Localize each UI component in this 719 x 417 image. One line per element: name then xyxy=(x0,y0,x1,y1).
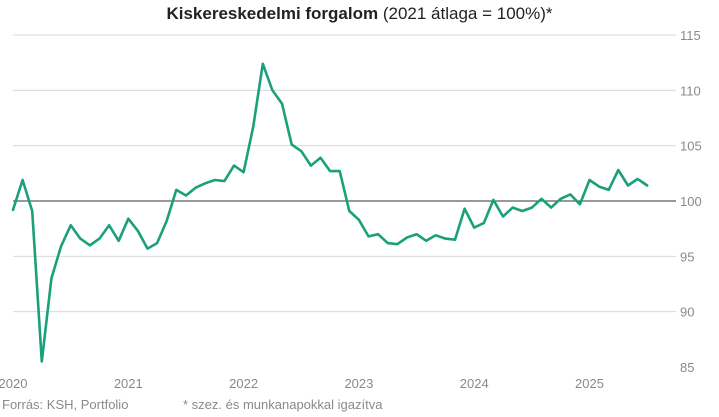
y-axis-ticks: 85 90 95 100 105 110 115 xyxy=(680,28,702,375)
y-tick-label-110: 110 xyxy=(680,83,701,98)
source-note: Forrás: KSH, Portfolio xyxy=(2,397,129,412)
gridlines xyxy=(13,34,676,313)
chart-title-subtitle: (2021 átlaga = 100%)* xyxy=(382,4,553,23)
y-tick-label-115: 115 xyxy=(680,28,701,43)
series-group xyxy=(11,62,649,363)
y-tick-label-90: 90 xyxy=(680,305,694,320)
x-axis-ticks: 2020 2021 2022 2023 2024 2025 xyxy=(0,376,604,391)
y-tick-label-105: 105 xyxy=(680,139,702,154)
x-tick-label-2025: 2025 xyxy=(575,376,604,391)
x-tick-label-2021: 2021 xyxy=(114,376,143,391)
chart-title: Kiskereskedelmi forgalom (2021 átlaga = … xyxy=(0,4,719,24)
x-tick-label-2023: 2023 xyxy=(344,376,373,391)
x-tick-label-2024: 2024 xyxy=(460,376,489,391)
y-tick-label-85: 85 xyxy=(680,360,694,375)
series-line-0 xyxy=(11,62,649,363)
chart-title-bold: Kiskereskedelmi forgalom xyxy=(166,4,379,23)
y-tick-label-95: 95 xyxy=(680,249,694,264)
x-tick-label-2022: 2022 xyxy=(229,376,258,391)
adjustment-note: * szez. és munkanapokkal igazítva xyxy=(183,397,383,412)
y-tick-label-100: 100 xyxy=(680,194,702,209)
x-tick-label-2020: 2020 xyxy=(0,376,27,391)
